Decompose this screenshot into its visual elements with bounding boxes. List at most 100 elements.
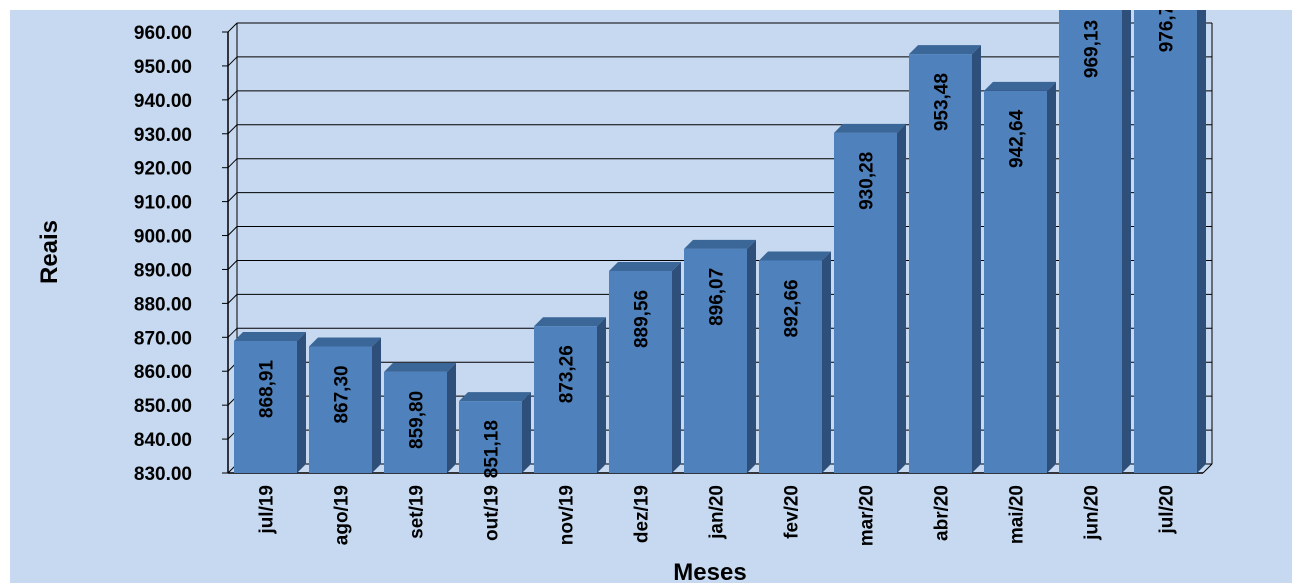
- x-tick-label: jul/19: [257, 485, 278, 535]
- bar-front: [1134, 10, 1197, 473]
- bar-side: [1047, 81, 1056, 473]
- x-tick-label: nov/19: [557, 485, 578, 545]
- bar-top: [609, 261, 681, 271]
- y-tick-label: 840.00: [134, 430, 192, 451]
- y-tick-label: 860.00: [134, 362, 192, 383]
- bar-side: [597, 317, 606, 473]
- bar-side: [522, 392, 531, 473]
- bar-side: [1122, 10, 1131, 473]
- y-tick-label: 960.00: [134, 23, 192, 44]
- y-tick-label: 880.00: [134, 294, 192, 315]
- bar-side: [897, 123, 906, 473]
- bar: [909, 45, 981, 473]
- data-label: 930,28: [857, 152, 878, 210]
- gridline-depth: [227, 327, 238, 338]
- data-label: 953,48: [932, 73, 953, 131]
- y-tick-label: 850.00: [134, 396, 192, 417]
- y-tick-label: 870.00: [134, 328, 192, 349]
- bar-front: [384, 371, 447, 473]
- bar-top: [534, 317, 606, 327]
- y-tick-label: 950.00: [134, 57, 192, 78]
- bar-front: [234, 341, 297, 473]
- bar-top: [234, 332, 306, 342]
- bar-top: [684, 239, 756, 249]
- x-tick-label: jul/20: [1157, 485, 1178, 535]
- bar: [1134, 10, 1206, 473]
- y-tick-label: 890.00: [134, 260, 192, 281]
- x-axis-title: Meses: [673, 559, 746, 583]
- gridline-depth: [227, 56, 238, 67]
- bar: [534, 317, 606, 473]
- bar-top: [909, 45, 981, 55]
- bar-top: [834, 123, 906, 133]
- bar-top: [759, 251, 831, 261]
- data-label: 942,64: [1007, 109, 1028, 168]
- y-axis-title: Reais: [36, 220, 63, 284]
- bar-chart: 830.00 840.00 850.00 860.00 870.00 880.00 890.…: [36, 10, 1213, 583]
- bar-top: [984, 81, 1056, 91]
- bar-side: [1197, 10, 1206, 473]
- x-tick-label: dez/19: [632, 485, 653, 543]
- bar-side: [972, 45, 981, 473]
- gridline-depth: [227, 22, 238, 33]
- y-tick-label: 920.00: [134, 159, 192, 180]
- bar: [984, 81, 1056, 473]
- bar-front: [909, 54, 972, 473]
- gridline-depth: [227, 226, 238, 236]
- x-tick-label: jan/20: [707, 485, 728, 540]
- gridline-depth: [227, 260, 238, 270]
- gridline-depth: [227, 90, 238, 101]
- bar-front: [1059, 10, 1122, 474]
- gridline-depth: [227, 294, 238, 304]
- bar-side: [297, 332, 306, 473]
- gridline-depth: [227, 192, 238, 202]
- bar-side: [447, 362, 456, 473]
- data-label: 889,56: [632, 290, 653, 348]
- x-tick-label: jun/20: [1082, 485, 1103, 541]
- labels: 830.00 840.00 850.00 860.00 870.00 880.00 890.…: [134, 10, 1178, 546]
- bar-side: [747, 239, 756, 473]
- bar: [609, 261, 681, 473]
- data-label: 851,18: [482, 420, 503, 478]
- bar-side: [372, 337, 381, 473]
- data-label: 859,80: [407, 391, 428, 449]
- bar: [459, 392, 531, 473]
- gridline-depth: [227, 158, 238, 169]
- bar-top: [459, 392, 531, 402]
- bar-front: [984, 90, 1047, 473]
- x-tick-label: abr/20: [932, 485, 953, 541]
- y-tick-label: 940.00: [134, 91, 192, 112]
- y-tick-label: 830.00: [134, 464, 192, 485]
- bar: [309, 337, 381, 473]
- bars: [234, 10, 1206, 474]
- data-label: 892,66: [782, 279, 803, 337]
- data-label: 976,74: [1157, 10, 1178, 52]
- data-label: 867,30: [332, 365, 353, 423]
- bar-side: [822, 251, 831, 473]
- chart-area: 830.00 840.00 850.00 860.00 870.00 880.00 890.…: [10, 10, 1292, 583]
- bar: [1059, 10, 1131, 474]
- x-tick-label: fev/20: [782, 485, 803, 539]
- x-tick-label: set/19: [407, 485, 428, 539]
- bar-front: [534, 326, 597, 473]
- bar: [234, 332, 306, 473]
- y-tick-label: 900.00: [134, 227, 192, 248]
- x-tick-label: ago/19: [332, 485, 353, 545]
- bar: [684, 239, 756, 473]
- bar-front: [834, 132, 897, 473]
- data-label: 873,26: [557, 345, 578, 403]
- bar-front: [309, 346, 372, 473]
- x-tick-label: out/19: [482, 485, 503, 541]
- bar-side: [672, 261, 681, 473]
- bar-front: [684, 248, 747, 473]
- x-tick-label: mar/20: [857, 485, 878, 546]
- bar: [834, 123, 906, 473]
- bar: [759, 251, 831, 473]
- data-label: 969,13: [1082, 20, 1103, 78]
- bar: [384, 362, 456, 473]
- bar-front: [459, 401, 522, 473]
- y-tick-label: 930.00: [134, 125, 192, 146]
- floor-edge: [1202, 463, 1213, 474]
- bar-top: [309, 337, 381, 347]
- gridline-depth: [227, 124, 238, 135]
